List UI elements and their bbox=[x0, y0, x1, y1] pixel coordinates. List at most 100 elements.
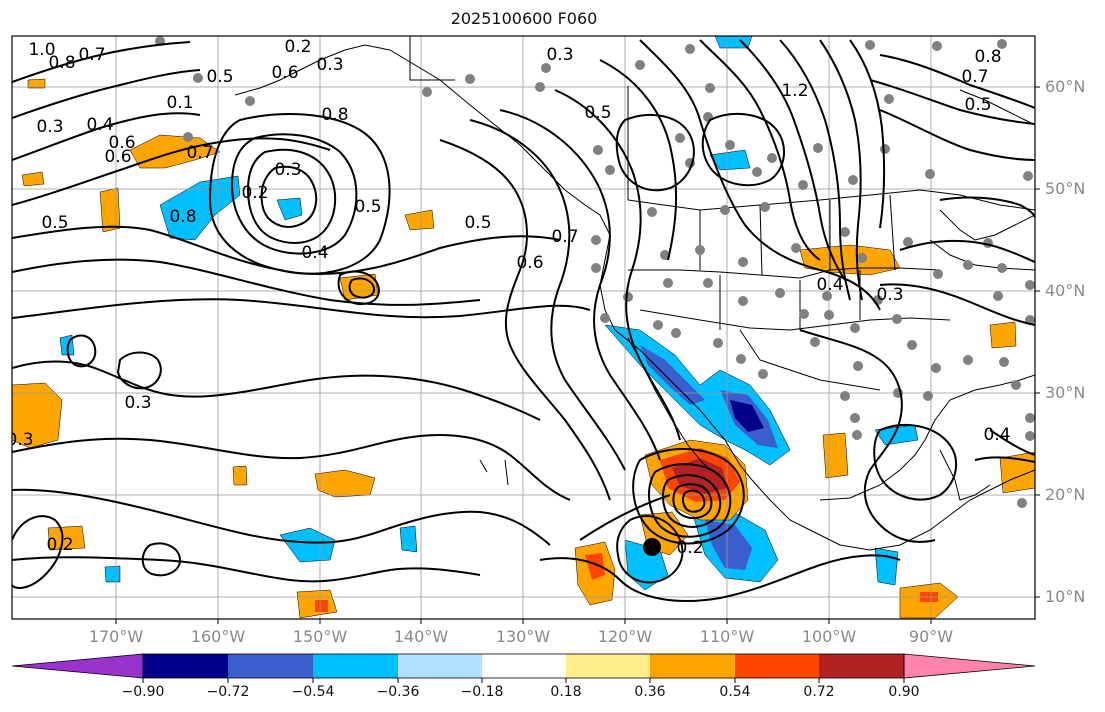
colorbar-swatch bbox=[228, 654, 313, 678]
positive-anomaly-region bbox=[12, 382, 63, 449]
positive-anomaly-region bbox=[999, 451, 1035, 494]
contour-label: 0.7 bbox=[551, 227, 578, 247]
lon-label: 170°W bbox=[88, 627, 144, 646]
contour-label: 0.7 bbox=[78, 45, 105, 65]
colorbar-swatch bbox=[650, 654, 735, 678]
contour-label: 0.6 bbox=[104, 147, 131, 167]
contour-label: 0.2 bbox=[46, 535, 73, 555]
contour-label: 0.3 bbox=[316, 55, 343, 75]
colorbar-tick-label: 0.54 bbox=[719, 684, 751, 700]
colorbar-high-extension bbox=[903, 653, 1036, 679]
colorbar-tick-label: −0.72 bbox=[206, 684, 250, 700]
lon-label: 130°W bbox=[495, 627, 551, 646]
contour-label: 0.5 bbox=[41, 213, 68, 233]
colorbar-tick-label: 0.36 bbox=[634, 684, 666, 700]
contour-label: 0.3 bbox=[6, 430, 33, 450]
contour-label: 0.1 bbox=[166, 93, 193, 113]
colorbar-swatch bbox=[313, 654, 398, 678]
contour-lines bbox=[12, 39, 1035, 602]
contour-label: 0.2 bbox=[284, 37, 311, 57]
colorbar-swatch bbox=[398, 654, 482, 678]
lon-label: 110°W bbox=[699, 627, 755, 646]
map-title: 2025100600 F060 bbox=[450, 9, 598, 28]
negative-anomaly-region bbox=[276, 197, 303, 221]
colorbar-tick-label: 0.90 bbox=[888, 684, 920, 700]
contour-label: 0.5 bbox=[964, 95, 991, 115]
positive-anomaly-region bbox=[799, 244, 901, 276]
colorbar-tick-label: −0.18 bbox=[460, 684, 504, 700]
contour-label: 0.2 bbox=[241, 183, 268, 203]
contour-label: 0.4 bbox=[983, 425, 1010, 445]
colorbar-tick-label: −0.90 bbox=[121, 684, 165, 700]
contour-label: 0.8 bbox=[974, 47, 1001, 67]
contour-label: 1.0 bbox=[28, 40, 55, 60]
lon-label: 150°W bbox=[292, 627, 348, 646]
contour-label: 0.4 bbox=[301, 243, 328, 263]
lat-label: 60°N bbox=[1045, 77, 1086, 96]
contour-label: 0.7 bbox=[186, 143, 213, 163]
lon-label: 140°W bbox=[393, 627, 449, 646]
contour-label: 0.3 bbox=[546, 45, 573, 65]
station-markers bbox=[155, 36, 1035, 508]
lat-label: 40°N bbox=[1045, 281, 1086, 300]
contour-label: 0.5 bbox=[584, 103, 611, 123]
contour-label: 1.2 bbox=[781, 81, 808, 101]
contour-label: 0.5 bbox=[206, 67, 233, 87]
colorbar-swatch bbox=[566, 654, 650, 678]
lon-label: 160°W bbox=[190, 627, 246, 646]
contour-label: 0.3 bbox=[274, 160, 301, 180]
positive-anomaly-region bbox=[989, 321, 1017, 349]
positive-anomaly-region bbox=[99, 187, 121, 233]
colorbar-swatch bbox=[819, 654, 904, 678]
contour-label: 0.3 bbox=[36, 117, 63, 137]
positive-anomaly-region bbox=[585, 553, 605, 580]
positive-anomaly-region bbox=[315, 600, 328, 612]
contour-label: 0.8 bbox=[321, 105, 348, 125]
contour-labels: 1.0 0.8 0.7 0.2 0.3 0.6 0.5 0.8 0.7 0.6 … bbox=[6, 37, 1011, 558]
positive-anomaly-region bbox=[47, 525, 86, 551]
colorbar-tick-label: −0.36 bbox=[376, 684, 420, 700]
lon-label: 100°W bbox=[801, 627, 857, 646]
colorbar-low-extension bbox=[11, 653, 144, 679]
lat-ticks bbox=[1035, 86, 1040, 598]
negative-anomaly-region bbox=[874, 424, 919, 446]
storm-center-marker bbox=[643, 538, 661, 556]
positive-anomaly-region bbox=[27, 78, 46, 89]
negative-anomaly-region bbox=[640, 345, 705, 405]
contour-label: 0.4 bbox=[816, 275, 843, 295]
negative-anomaly-region bbox=[709, 149, 751, 171]
negative-anomaly-region bbox=[104, 565, 121, 583]
contour-label: 0.5 bbox=[464, 213, 491, 233]
contour-label: 0.3 bbox=[124, 393, 151, 413]
positive-anomaly-region bbox=[822, 432, 849, 479]
negative-anomaly-region bbox=[399, 525, 418, 553]
contour-label: 0.3 bbox=[876, 285, 903, 305]
lon-ticks bbox=[115, 619, 932, 624]
lat-label: 30°N bbox=[1045, 383, 1086, 402]
colorbar-tick-label: −0.54 bbox=[291, 684, 335, 700]
contour-label: 0.7 bbox=[961, 67, 988, 87]
positive-anomaly-region bbox=[232, 465, 248, 486]
contour-label: 0.2 bbox=[676, 538, 703, 558]
contour-label: 0.8 bbox=[48, 53, 75, 73]
contour-label: 0.6 bbox=[271, 63, 298, 83]
colorbar-swatch bbox=[735, 654, 819, 678]
positive-anomaly-region bbox=[404, 209, 435, 231]
contour-label: 0.6 bbox=[516, 253, 543, 273]
contour-label: 0.5 bbox=[354, 197, 381, 217]
lat-label: 10°N bbox=[1045, 587, 1086, 606]
positive-anomaly-region bbox=[314, 469, 376, 498]
colorbar-tick-label: 0.72 bbox=[803, 684, 835, 700]
negative-anomaly-region bbox=[730, 400, 764, 432]
colorbar-swatch bbox=[482, 654, 566, 678]
negative-anomaly-region bbox=[705, 520, 752, 570]
colorbar-tick-label: 0.18 bbox=[550, 684, 582, 700]
contour-label: 0.6 bbox=[108, 133, 135, 153]
lon-label: 90°W bbox=[908, 627, 954, 646]
colorbar bbox=[11, 653, 1036, 683]
negative-anomaly-region bbox=[874, 547, 899, 586]
contour-label: 0.8 bbox=[169, 207, 196, 227]
colorbar-swatch bbox=[143, 654, 228, 678]
lon-label: 120°W bbox=[597, 627, 653, 646]
